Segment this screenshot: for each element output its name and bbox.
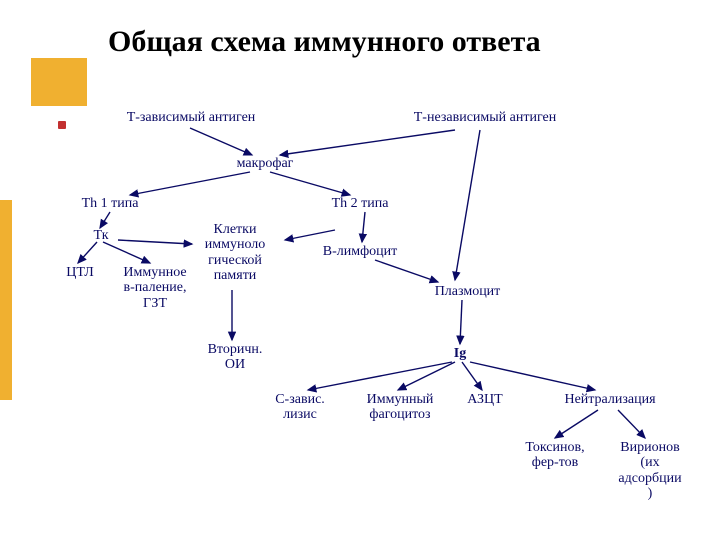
node-neutr: Нейтрализация [550,392,670,407]
node-imphag: Иммунный фагоцитоз [350,392,450,423]
node-t_dep: Т-зависимый антиген [106,110,276,125]
node-th1: Тh 1 типа [70,196,150,211]
edge-4 [100,212,110,228]
edge-10 [455,130,480,280]
node-tox: Токсинов, фер-тов [510,440,600,471]
edge-3 [270,172,350,195]
node-macro: макрофаг [220,156,310,171]
node-azct: АЗЦТ [460,392,510,407]
edge-17 [470,362,595,390]
edge-9 [362,212,365,242]
node-th2: Тh 2 типа [320,196,400,211]
node-clysis: С-завис. лизис [260,392,340,423]
node-t_indep: Т-независимый антиген [390,110,580,125]
node-plasm: Плазмоцит [420,284,515,299]
edge-0 [190,128,252,155]
edge-1 [280,130,455,155]
edge-14 [308,362,452,390]
node-blymph: В-лимфоцит [310,244,410,259]
node-tk: Тк [86,228,116,243]
decor-box-0 [31,58,87,106]
node-secoi: Вторичн. ОИ [190,342,280,373]
edge-5 [78,242,97,263]
edge-16 [462,362,482,390]
edge-8 [285,230,335,240]
edge-11 [375,260,438,282]
edge-15 [398,362,455,390]
node-ctl: ЦТЛ [60,265,100,280]
title-bullet [58,121,66,129]
edge-18 [555,410,598,438]
page-title: Общая схема иммунного ответа [108,25,541,59]
edge-6 [103,242,150,263]
node-vir: Вирионов (их адсорбции ) [610,440,690,502]
node-inflam: Иммунное в-паление, ГЗТ [110,265,200,311]
edge-2 [130,172,250,195]
node-ig: Ig [450,346,470,361]
edge-13 [460,300,462,344]
edge-19 [618,410,645,438]
decor-box-1 [0,200,12,400]
